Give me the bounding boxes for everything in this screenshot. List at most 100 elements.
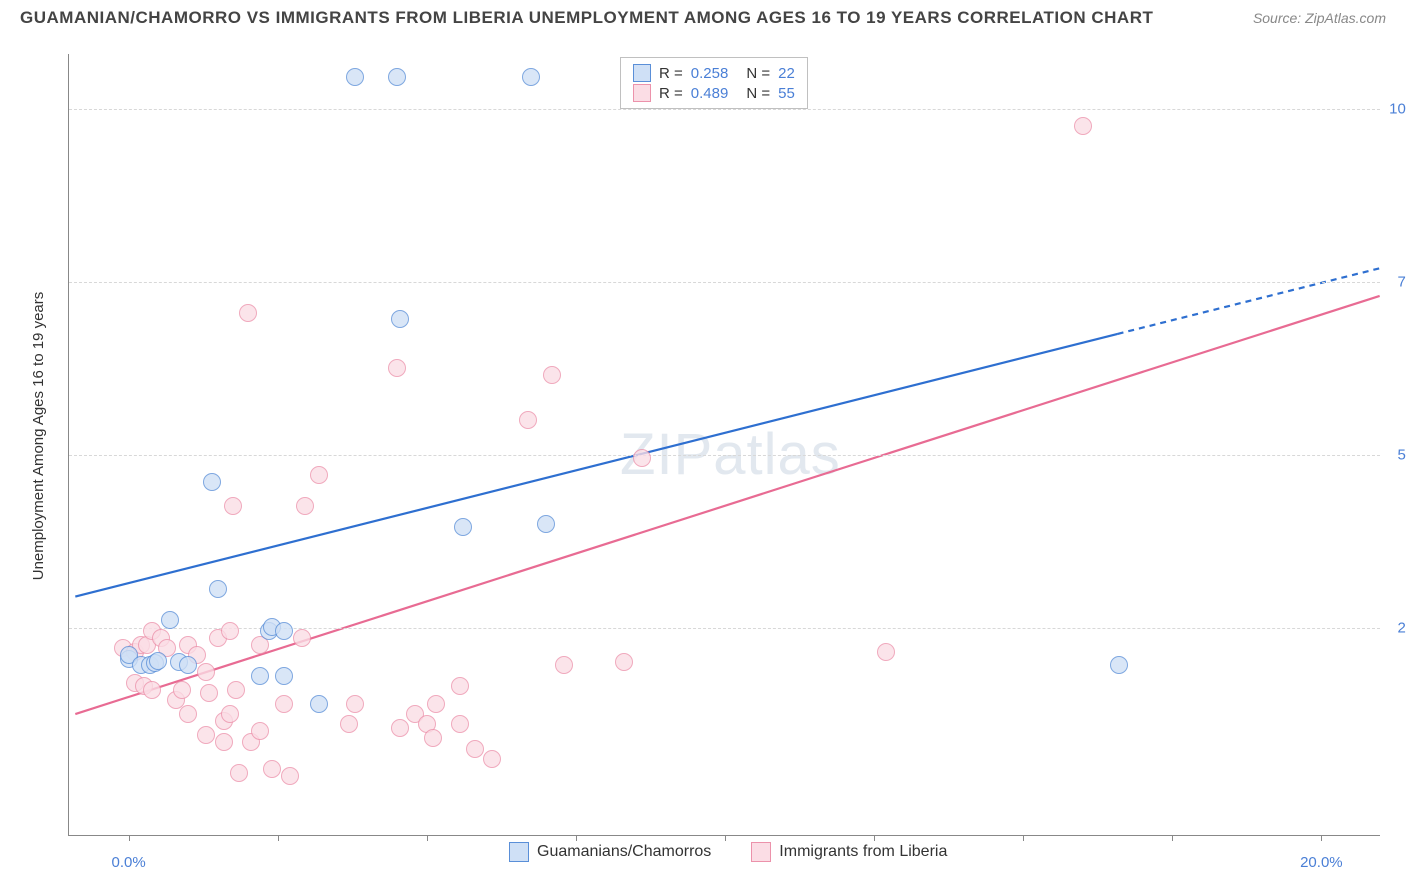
series-name: Guamanians/Chamorros (537, 843, 711, 861)
legend-swatch (633, 64, 651, 82)
scatter-point (615, 653, 633, 671)
scatter-point (388, 68, 406, 86)
scatter-point (388, 359, 406, 377)
scatter-point (179, 656, 197, 674)
chart-title: GUAMANIAN/CHAMORRO VS IMMIGRANTS FROM LI… (20, 8, 1153, 28)
scatter-point (224, 497, 242, 515)
gridline-horizontal (69, 109, 1380, 110)
scatter-point (519, 411, 537, 429)
correlation-legend: R = 0.258 N = 22 R = 0.489 N = 55 (620, 57, 808, 109)
y-tick-label: 50.0% (1385, 447, 1406, 464)
scatter-point (239, 304, 257, 322)
y-tick-label: 75.0% (1385, 274, 1406, 291)
scatter-point (427, 695, 445, 713)
scatter-plot: ZIPatlas 25.0%50.0%75.0%100.0%0.0%20.0%R… (68, 54, 1380, 836)
scatter-point (227, 681, 245, 699)
scatter-point (543, 366, 561, 384)
source-label: Source: (1253, 10, 1305, 26)
y-tick-label: 25.0% (1385, 620, 1406, 637)
scatter-point (451, 715, 469, 733)
scatter-point (263, 760, 281, 778)
scatter-point (251, 722, 269, 740)
scatter-point (346, 695, 364, 713)
scatter-point (346, 68, 364, 86)
scatter-point (1110, 656, 1128, 674)
scatter-point (522, 68, 540, 86)
scatter-point (221, 705, 239, 723)
scatter-point (537, 515, 555, 533)
scatter-point (391, 719, 409, 737)
x-tick (278, 835, 279, 841)
x-tick (1023, 835, 1024, 841)
scatter-point (197, 726, 215, 744)
scatter-point (281, 767, 299, 785)
scatter-point (179, 705, 197, 723)
legend-swatch (751, 842, 771, 862)
r-label: R = (659, 85, 683, 102)
scatter-point (197, 663, 215, 681)
scatter-point (161, 611, 179, 629)
scatter-point (143, 681, 161, 699)
x-tick-label: 20.0% (1300, 854, 1343, 871)
scatter-point (633, 449, 651, 467)
regression-lines (69, 54, 1380, 835)
x-tick (1321, 835, 1322, 841)
n-value: 55 (778, 85, 795, 102)
correlation-legend-row: R = 0.489 N = 55 (633, 83, 795, 103)
scatter-point (391, 310, 409, 328)
x-tick (874, 835, 875, 841)
chart-container: Unemployment Among Ages 16 to 19 years Z… (44, 36, 1390, 836)
x-tick (1172, 835, 1173, 841)
correlation-legend-row: R = 0.258 N = 22 (633, 63, 795, 83)
scatter-point (215, 733, 233, 751)
source-attribution: Source: ZipAtlas.com (1253, 10, 1386, 26)
n-label: N = (746, 65, 770, 82)
watermark-text: ZIPatlas (620, 421, 841, 488)
legend-swatch (633, 84, 651, 102)
scatter-point (483, 750, 501, 768)
scatter-point (275, 622, 293, 640)
series-name: Immigrants from Liberia (779, 843, 947, 861)
scatter-point (296, 497, 314, 515)
x-tick (427, 835, 428, 841)
y-axis-label: Unemployment Among Ages 16 to 19 years (30, 292, 47, 581)
scatter-point (310, 695, 328, 713)
gridline-horizontal (69, 282, 1380, 283)
scatter-point (203, 473, 221, 491)
scatter-point (275, 667, 293, 685)
scatter-point (451, 677, 469, 695)
r-value: 0.489 (691, 85, 729, 102)
x-tick (725, 835, 726, 841)
scatter-point (555, 656, 573, 674)
scatter-point (454, 518, 472, 536)
scatter-point (1074, 117, 1092, 135)
title-bar: GUAMANIAN/CHAMORRO VS IMMIGRANTS FROM LI… (0, 0, 1406, 32)
r-label: R = (659, 65, 683, 82)
scatter-point (173, 681, 191, 699)
x-tick (576, 835, 577, 841)
scatter-point (466, 740, 484, 758)
series-legend: Guamanians/Chamorros Immigrants from Libe… (509, 842, 947, 862)
x-tick-label: 0.0% (112, 854, 146, 871)
series-legend-item: Guamanians/Chamorros (509, 842, 711, 862)
series-legend-item: Immigrants from Liberia (751, 842, 947, 862)
scatter-point (275, 695, 293, 713)
scatter-point (149, 652, 167, 670)
scatter-point (877, 643, 895, 661)
scatter-point (200, 684, 218, 702)
scatter-point (424, 729, 442, 747)
scatter-point (221, 622, 239, 640)
scatter-point (310, 466, 328, 484)
y-tick-label: 100.0% (1385, 101, 1406, 118)
scatter-point (209, 580, 227, 598)
x-tick (129, 835, 130, 841)
scatter-point (340, 715, 358, 733)
scatter-point (230, 764, 248, 782)
scatter-point (251, 667, 269, 685)
r-value: 0.258 (691, 65, 729, 82)
legend-swatch (509, 842, 529, 862)
n-value: 22 (778, 65, 795, 82)
source-name: ZipAtlas.com (1305, 10, 1386, 26)
gridline-horizontal (69, 455, 1380, 456)
n-label: N = (746, 85, 770, 102)
